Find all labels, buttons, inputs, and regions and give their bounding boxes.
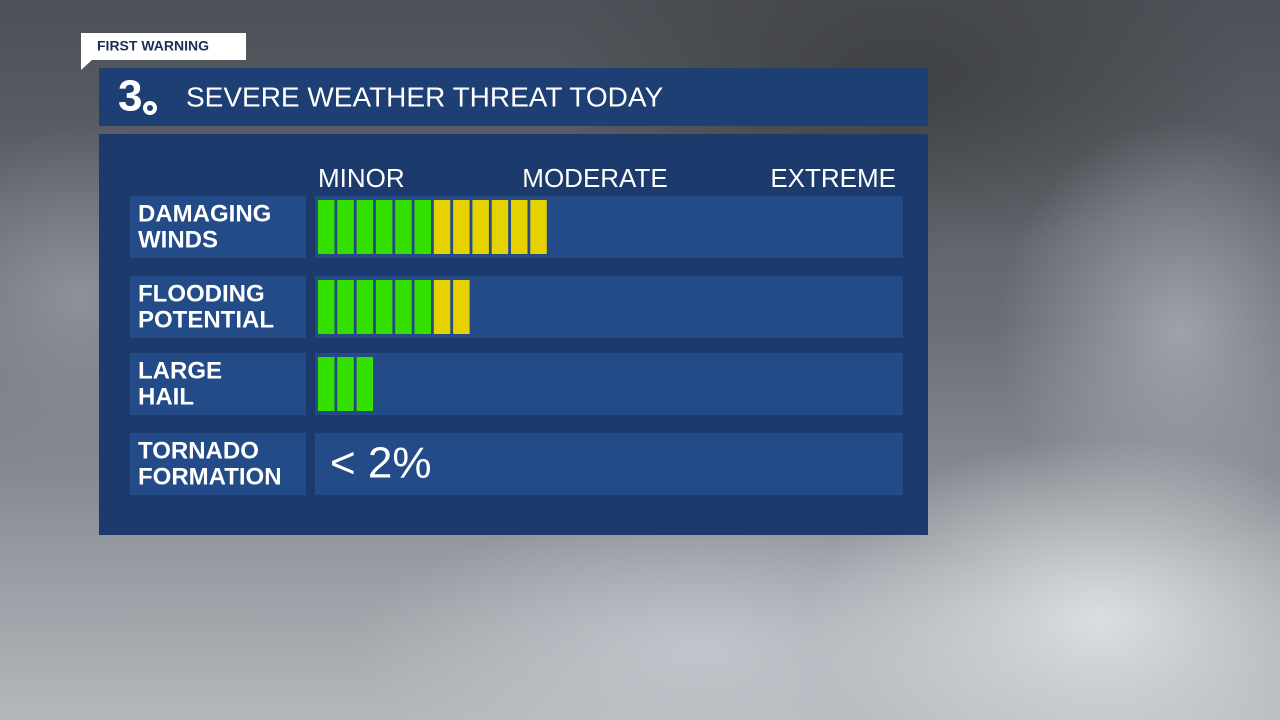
header-title: SEVERE WEATHER THREAT TODAY xyxy=(186,81,663,112)
green-segment xyxy=(356,200,374,254)
row-label: POTENTIAL xyxy=(138,306,274,333)
green-segment xyxy=(318,357,335,411)
track xyxy=(315,353,903,415)
green-segment xyxy=(395,200,412,254)
header-bar xyxy=(99,68,928,126)
yellow-segment xyxy=(433,280,451,334)
scale-label: MINOR xyxy=(318,163,405,193)
yellow-segment xyxy=(453,200,470,254)
label-box xyxy=(130,433,306,495)
green-segment xyxy=(375,280,393,334)
scale-label: MODERATE xyxy=(522,163,667,193)
row-label: WINDS xyxy=(138,226,218,253)
row-value: < 2% xyxy=(330,439,432,488)
green-segment xyxy=(337,200,354,254)
yellow-segment xyxy=(433,200,451,254)
tag-box xyxy=(81,33,246,70)
scale-label: EXTREME xyxy=(770,163,896,193)
row-label: TORNADO xyxy=(138,437,259,464)
green-segment xyxy=(318,280,335,334)
green-segment xyxy=(356,357,374,411)
label-box xyxy=(130,353,306,415)
logo: 3 xyxy=(118,72,142,121)
green-segment xyxy=(337,280,354,334)
yellow-segment xyxy=(472,200,489,254)
row-label: FORMATION xyxy=(138,463,282,490)
label-box xyxy=(130,196,306,258)
green-segment xyxy=(318,200,335,254)
track xyxy=(315,276,903,338)
row-label: DAMAGING xyxy=(138,200,271,227)
green-segment xyxy=(395,280,412,334)
green-segment xyxy=(414,280,431,334)
track xyxy=(315,433,903,495)
logo-pupil xyxy=(147,105,153,111)
track xyxy=(315,196,903,258)
row-label: LARGE xyxy=(138,357,222,384)
yellow-segment xyxy=(491,200,509,254)
yellow-segment xyxy=(511,200,528,254)
row-label: HAIL xyxy=(138,383,194,410)
green-segment xyxy=(375,200,393,254)
label-box xyxy=(130,276,306,338)
green-segment xyxy=(356,280,374,334)
green-segment xyxy=(337,357,354,411)
yellow-segment xyxy=(453,280,470,334)
yellow-segment xyxy=(530,200,547,254)
tag: FIRST WARNING xyxy=(97,38,209,54)
row-label: FLOODING xyxy=(138,280,265,307)
green-segment xyxy=(414,200,431,254)
